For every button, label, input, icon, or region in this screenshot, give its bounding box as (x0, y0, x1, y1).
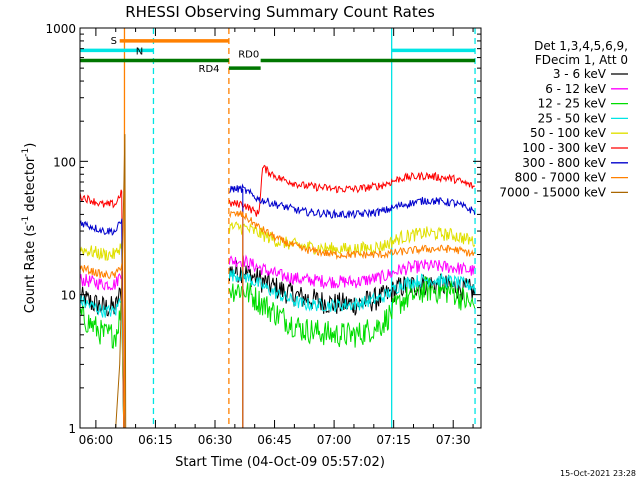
series-9 (115, 134, 127, 429)
y-axis-label-main: Count Rate (s (23, 225, 38, 314)
plot-area: S N RD0 RD4 (79, 28, 476, 429)
x-tick-label: 06:15 (138, 433, 173, 447)
legend-label: 50 - 100 keV (530, 126, 607, 140)
legend-label: 25 - 50 keV (538, 111, 607, 125)
y-axis-label-exp-2: -1 (21, 148, 31, 157)
x-tick-label: 06:45 (257, 433, 292, 447)
y-axis-label-end: ) (23, 143, 38, 148)
x-axis-label: Start Time (04-Oct-09 05:57:02) (175, 455, 385, 470)
series-line (79, 183, 476, 429)
x-tick-label: 07:15 (376, 433, 411, 447)
series-6 (79, 164, 475, 429)
series-line (79, 210, 476, 429)
chart-title: RHESSI Observing Summary Count Rates (125, 3, 435, 21)
rd0-label: RD0 (238, 50, 259, 61)
timestamp: 15-Oct-2021 23:28 (560, 469, 636, 478)
y-tick-label: 10 (61, 289, 76, 303)
rd4-label: RD4 (199, 64, 220, 75)
legend-label: 800 - 7000 keV (515, 171, 607, 185)
series-line (79, 254, 476, 429)
series-line (79, 276, 476, 429)
legend-header: Det 1,3,4,5,6,9, (534, 39, 628, 53)
y-tick-label: 1000 (45, 22, 76, 36)
series-7 (79, 183, 476, 429)
x-tick-label: 07:00 (317, 433, 352, 447)
axes-frame (79, 27, 482, 429)
x-tick-label: 07:30 (436, 433, 471, 447)
series-8 (79, 210, 476, 429)
legend-label: 100 - 300 keV (522, 141, 606, 155)
y-tick-label: 100 (53, 155, 76, 169)
y-tick-label: 1 (68, 422, 76, 436)
series-line (79, 221, 476, 429)
x-tick-label: 06:30 (198, 433, 233, 447)
legend-label: 300 - 800 keV (522, 156, 606, 170)
axes: 06:00 06:15 06:30 06:45 07:00 07:15 07:30 1 10 10… (45, 22, 482, 447)
legend-label: 12 - 25 keV (538, 97, 607, 111)
y-axis-label-exp: -1 (21, 216, 31, 225)
series-3 (79, 276, 476, 429)
y-axis-label: Count Rate (s-1 detector-1) (21, 143, 38, 314)
series-line (79, 164, 475, 429)
legend-header: FDecim 1, Att 0 (535, 53, 628, 67)
legend-label: 7000 - 15000 keV (499, 185, 606, 199)
legend-label: 6 - 12 keV (545, 82, 607, 96)
legend: Det 1,3,4,5,6,9,FDecim 1, Att 03 - 6 keV… (499, 39, 628, 199)
series-5 (79, 221, 476, 429)
series-2 (79, 254, 476, 429)
night-label: N (136, 46, 143, 57)
legend-label: 3 - 6 keV (553, 67, 607, 81)
series-line (79, 268, 476, 429)
x-tick-label: 06:00 (79, 433, 114, 447)
y-axis-label-tail: detector (23, 156, 38, 216)
saa-label: S (111, 36, 117, 47)
series-line (115, 134, 127, 429)
series-4 (79, 268, 476, 429)
